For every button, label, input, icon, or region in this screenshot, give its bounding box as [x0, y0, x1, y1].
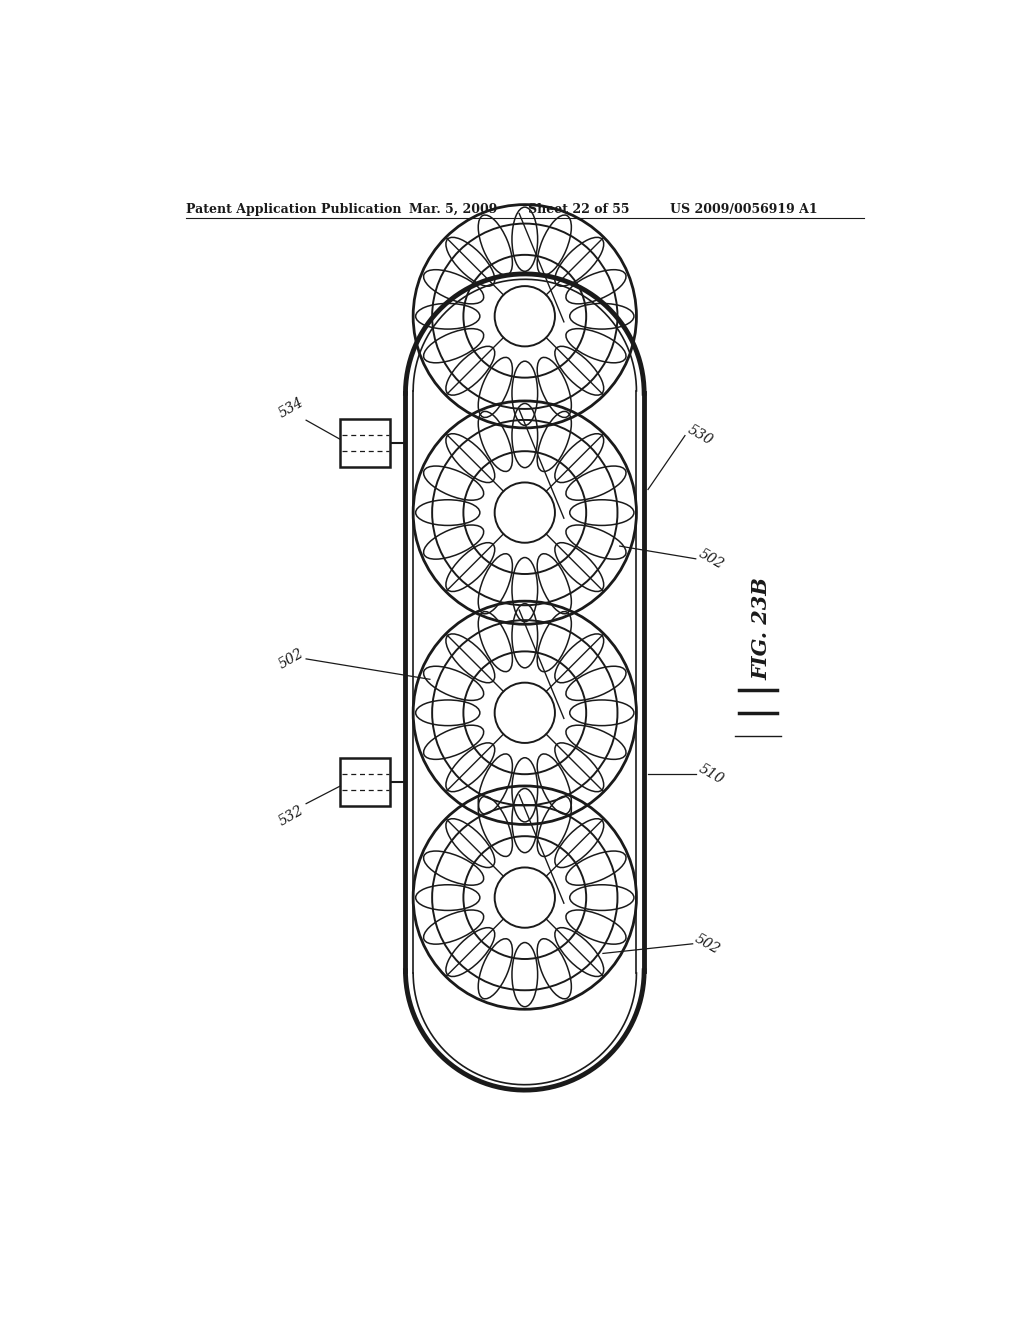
- Bar: [340, 420, 390, 467]
- Text: 502: 502: [692, 931, 723, 957]
- Text: 532: 532: [276, 804, 306, 829]
- Text: 502: 502: [695, 546, 726, 572]
- Text: Mar. 5, 2009: Mar. 5, 2009: [410, 203, 498, 216]
- Text: Sheet 22 of 55: Sheet 22 of 55: [528, 203, 630, 216]
- Text: Patent Application Publication: Patent Application Publication: [186, 203, 401, 216]
- Text: FIG. 23B: FIG. 23B: [752, 577, 772, 680]
- Text: 510: 510: [695, 762, 726, 787]
- Text: US 2009/0056919 A1: US 2009/0056919 A1: [670, 203, 817, 216]
- Bar: [340, 758, 390, 807]
- Text: 530: 530: [685, 422, 715, 449]
- Text: 502: 502: [276, 647, 306, 672]
- Text: 534: 534: [276, 395, 306, 420]
